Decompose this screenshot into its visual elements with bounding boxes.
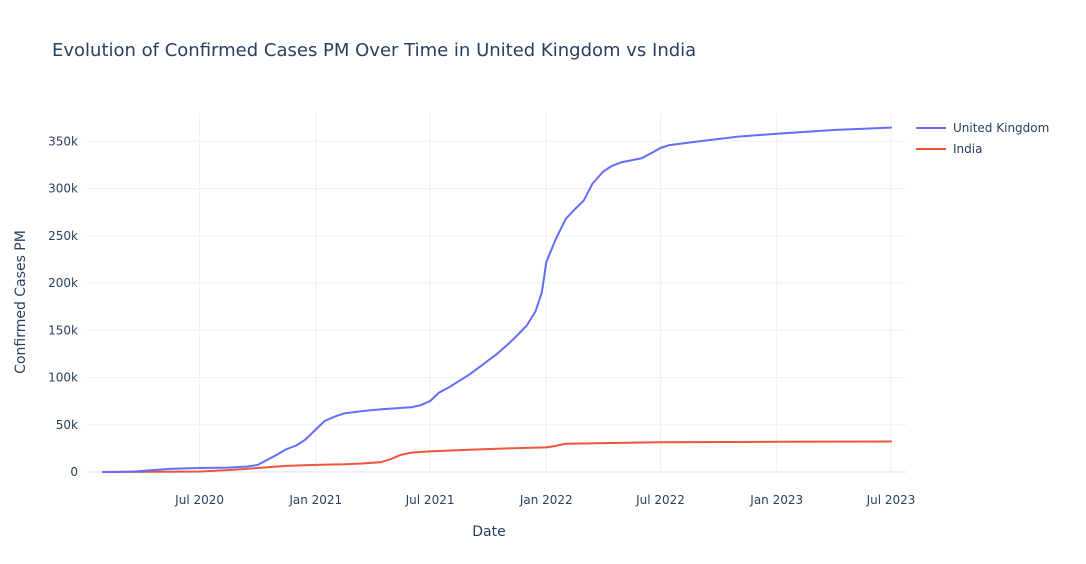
y-tick-label: 100k (48, 371, 78, 385)
y-tick-label: 350k (48, 134, 78, 148)
y-tick-label: 300k (48, 182, 78, 196)
y-tick-label: 200k (48, 276, 78, 290)
legend-item-united-kingdom[interactable]: United Kingdom (916, 121, 1049, 135)
series-line-india (102, 440, 892, 473)
legend-label: United Kingdom (953, 121, 1049, 135)
grid-layer (87, 113, 906, 473)
y-tick-label: 0 (70, 465, 78, 479)
legend-item-india[interactable]: India (916, 142, 982, 156)
x-tick-label: Jul 2021 (405, 493, 455, 507)
x-tick-label: Jan 2021 (288, 493, 342, 507)
x-tick-label: Jan 2022 (519, 493, 573, 507)
legend[interactable]: United Kingdom India (916, 121, 1049, 156)
x-tick-label: Jan 2023 (749, 493, 803, 507)
chart-title: Evolution of Confirmed Cases PM Over Tim… (52, 40, 696, 61)
y-axis-title: Confirmed Cases PM (13, 230, 29, 374)
y-tick-label: 150k (48, 323, 78, 337)
legend-label: India (953, 142, 982, 156)
x-tick-label: Jul 2022 (635, 493, 685, 507)
x-tick-label: Jul 2020 (174, 493, 224, 507)
series-line-united-kingdom (102, 126, 892, 473)
x-axis-ticks: Jul 2020 Jan 2021 Jul 2021 Jan 2022 Jul 2022… (174, 493, 915, 507)
y-axis-ticks: 0 50k 100k 150k 200k 250k 300k 350k (48, 134, 78, 479)
series-layer (102, 126, 892, 473)
x-axis-title: Date (472, 524, 505, 540)
x-tick-label: Jul 2023 (866, 493, 916, 507)
y-tick-label: 250k (48, 229, 78, 243)
y-tick-label: 50k (56, 418, 78, 432)
